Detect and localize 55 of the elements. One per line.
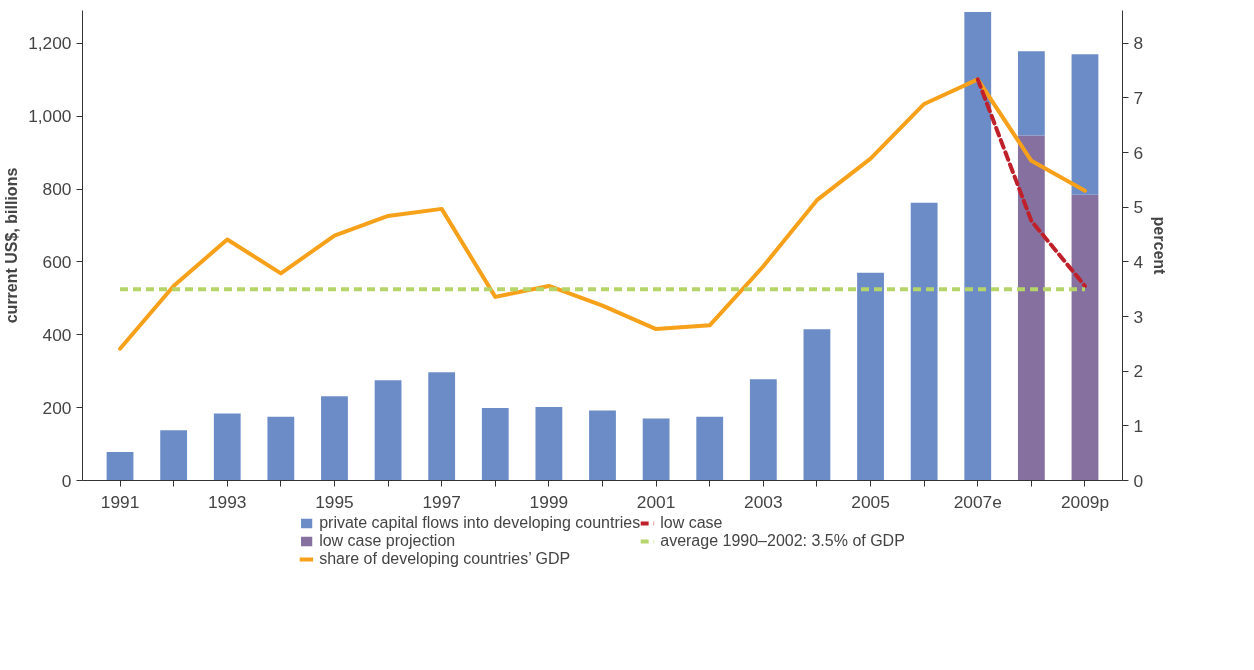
x-tick-label: 1999	[529, 491, 569, 512]
y-tick-label: 1,200	[28, 33, 72, 54]
bar	[1017, 51, 1045, 136]
x-tick-label: 2001	[636, 491, 676, 512]
bar	[803, 329, 831, 481]
y2-tick-label: 2	[1133, 361, 1144, 382]
x-tick-label: 2009p	[1060, 491, 1110, 512]
bar	[1017, 135, 1045, 481]
y2-tick-label: 1	[1133, 415, 1144, 436]
bar	[106, 452, 134, 481]
bar	[1071, 54, 1099, 195]
x-tick-label: 2003	[744, 491, 783, 512]
bar	[160, 430, 188, 481]
bar	[321, 396, 348, 481]
y2-tick-label: 8	[1133, 33, 1144, 54]
legend-label: low case	[660, 514, 723, 532]
y-tick-label: 400	[42, 324, 72, 345]
legend-label: low case projection	[319, 532, 456, 550]
y2-tick-label: 6	[1133, 142, 1144, 163]
bar	[374, 380, 402, 481]
y-tick-label: 1,000	[28, 106, 72, 127]
bar	[749, 379, 777, 481]
y-axis-title: current US$, billions	[3, 167, 21, 324]
legend-label: average 1990–2002: 3.5% of GDP	[660, 532, 905, 550]
y2-tick-label: 7	[1133, 87, 1144, 108]
bar	[213, 413, 241, 481]
y2-tick-label: 3	[1133, 306, 1144, 327]
bar	[1071, 194, 1099, 481]
bar	[428, 372, 456, 481]
x-tick-label: 2005	[851, 491, 890, 512]
x-tick-label: 1991	[100, 491, 140, 512]
bar	[267, 416, 295, 481]
legend-label: private capital flows into developing countries	[319, 514, 641, 532]
bar	[910, 202, 938, 481]
y2-tick-label: 0	[1133, 470, 1144, 491]
x-tick-label: 1993	[207, 491, 247, 512]
bar	[589, 410, 616, 481]
bar	[696, 416, 724, 481]
y-tick-label: 200	[42, 397, 72, 418]
x-tick-label: 1995	[315, 491, 354, 512]
bar	[964, 11, 992, 481]
y2-tick-label: 4	[1133, 251, 1144, 272]
x-tick-label: 1997	[422, 491, 461, 512]
y-tick-label: 0	[61, 470, 72, 491]
bar	[857, 272, 884, 481]
bar	[481, 408, 509, 481]
y-tick-label: 800	[42, 179, 72, 200]
bar	[642, 418, 670, 481]
x-tick-label: 2007e	[953, 491, 1002, 512]
line-series	[118, 77, 1087, 351]
y-tick-label: 600	[42, 251, 72, 272]
y2-axis-title: percent	[1151, 216, 1169, 276]
legend-label: share of developing countries’ GDP	[319, 550, 571, 568]
bar	[535, 406, 563, 481]
y2-tick-label: 5	[1133, 197, 1144, 218]
